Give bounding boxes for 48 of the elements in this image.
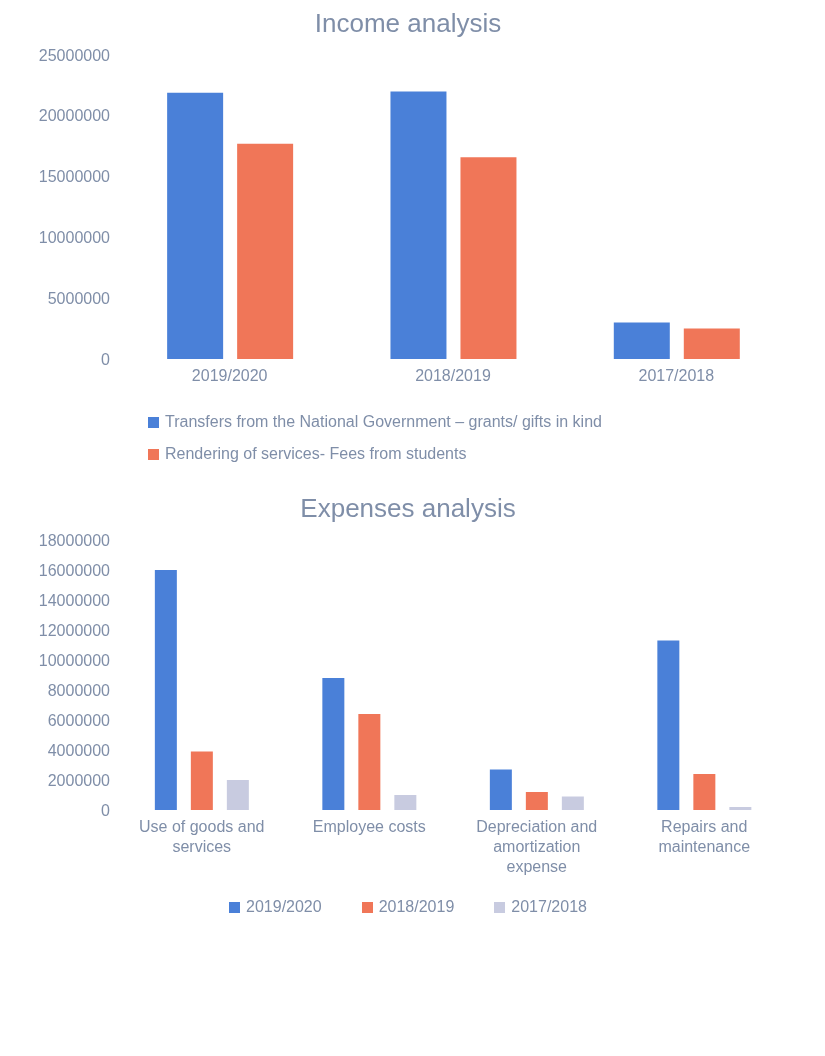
- y-tick-label: 20000000: [38, 107, 111, 125]
- legend-label: Transfers from the National Government – grants/ gifts in kind: [165, 413, 602, 431]
- bar: [489, 769, 512, 810]
- bar: [525, 792, 548, 810]
- y-tick-label: 4000000: [47, 741, 111, 759]
- y-tick-label: 0: [101, 801, 111, 819]
- x-tick-label: Employee costs: [312, 818, 426, 835]
- y-tick-label: 16000000: [38, 561, 111, 579]
- y-tick-label: 6000000: [47, 711, 111, 729]
- y-tick-label: 15000000: [38, 168, 111, 186]
- y-tick-label: 8000000: [47, 681, 111, 699]
- bar: [358, 714, 381, 810]
- bar: [237, 143, 294, 359]
- bar: [561, 796, 584, 810]
- x-tick-label: Use of goods and services: [139, 818, 265, 855]
- y-tick-label: 12000000: [38, 621, 111, 639]
- x-tick-label: Repairs and maintenance: [658, 818, 751, 855]
- y-tick-label: 0: [101, 350, 111, 368]
- bar: [322, 678, 345, 810]
- legend-label: Rendering of services- Fees from students: [165, 445, 467, 463]
- y-tick-label: 18000000: [38, 531, 111, 549]
- x-tick-label: Depreciation and amortization expense: [476, 818, 598, 875]
- legend-label: 2017/2018: [511, 898, 587, 916]
- y-tick-label: 2000000: [47, 771, 111, 789]
- chart-title: Expenses analysis: [299, 493, 517, 524]
- x-tick-label: 2017/2018: [638, 367, 715, 384]
- chart-title: Income analysis: [313, 8, 503, 39]
- bar: [167, 92, 224, 359]
- y-tick-label: 14000000: [38, 591, 111, 609]
- bar: [154, 570, 177, 810]
- bar: [613, 322, 670, 359]
- y-tick-label: 25000000: [38, 46, 111, 64]
- y-tick-label: 10000000: [38, 229, 111, 247]
- x-tick-label: 2018/2019: [415, 367, 491, 384]
- bar: [729, 807, 752, 810]
- bar: [683, 328, 740, 359]
- bar: [390, 91, 447, 359]
- legend-label: 2018/2019: [378, 898, 455, 916]
- bar: [693, 774, 716, 810]
- bar: [460, 157, 517, 359]
- y-tick-label: 5000000: [47, 289, 111, 307]
- bar: [226, 780, 249, 810]
- bar: [657, 640, 680, 810]
- y-tick-label: 10000000: [38, 651, 111, 669]
- legend-label: 2019/2020: [246, 898, 322, 916]
- bar: [394, 795, 417, 810]
- bar: [190, 751, 213, 810]
- x-tick-label: 2019/2020: [191, 367, 268, 384]
